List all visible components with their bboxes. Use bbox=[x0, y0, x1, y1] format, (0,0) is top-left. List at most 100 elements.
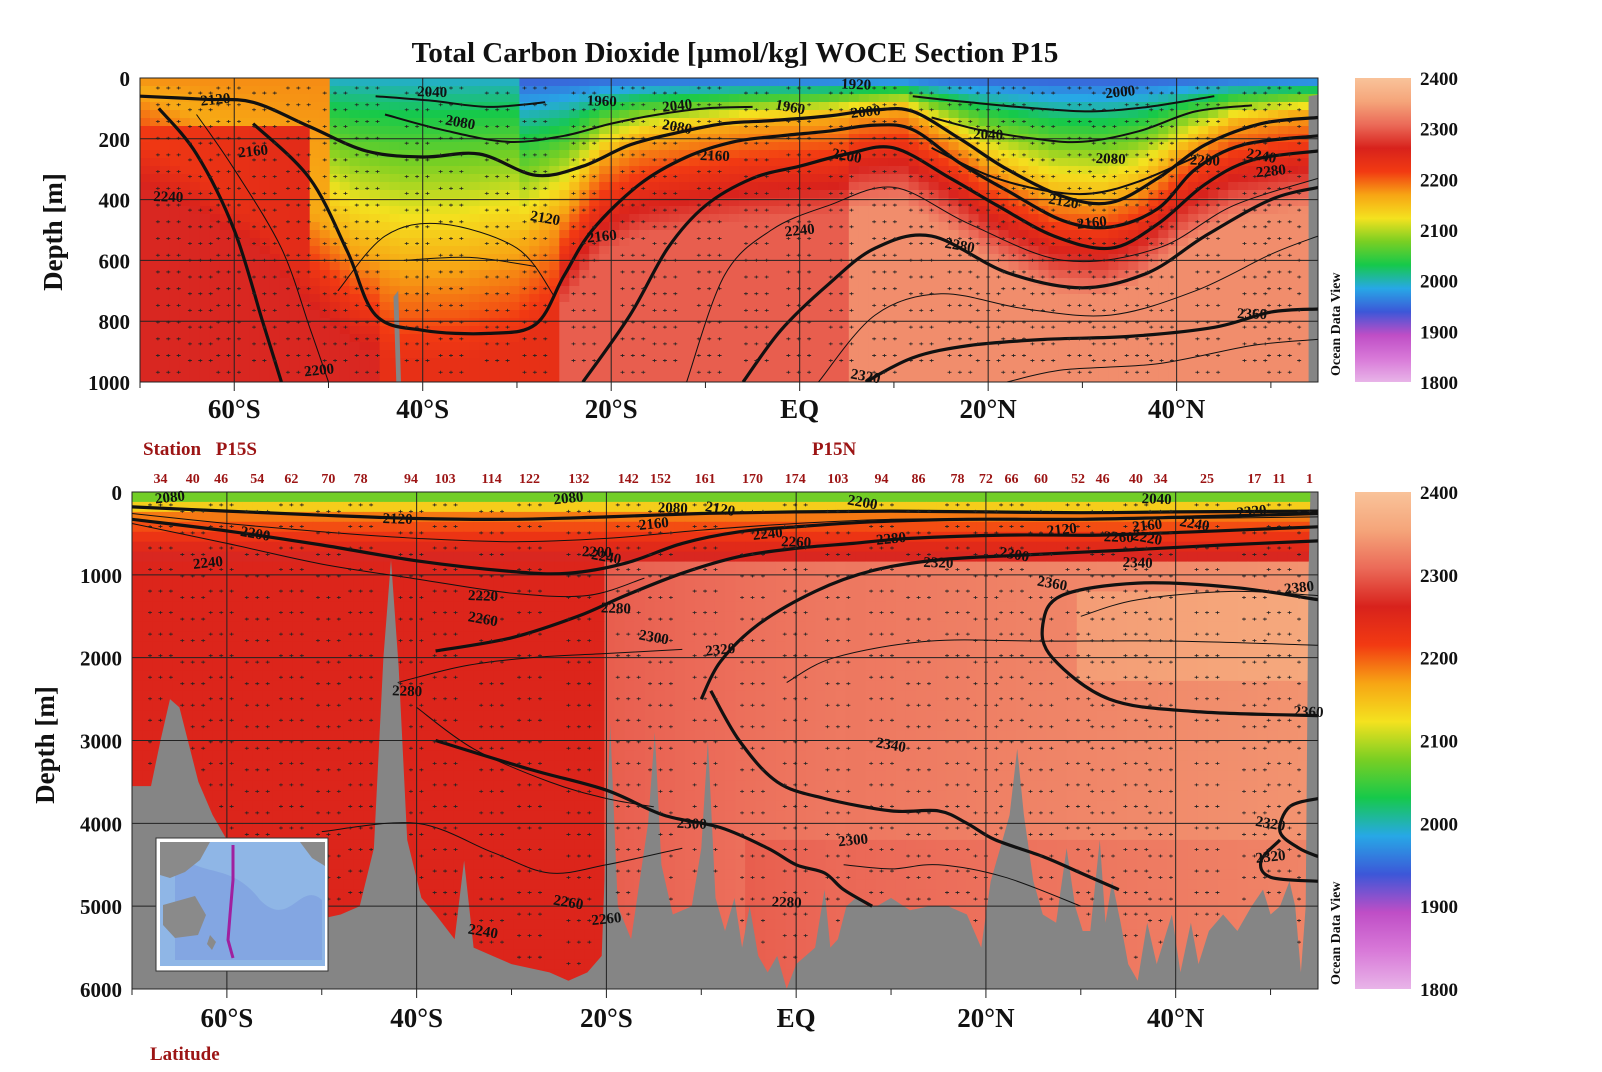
upper-fill-cell bbox=[539, 358, 550, 367]
upper-fill-cell bbox=[140, 318, 151, 327]
upper-fill-cell bbox=[359, 166, 371, 175]
upper-fill-cell bbox=[828, 78, 840, 87]
upper-fill-cell bbox=[589, 94, 600, 103]
upper-fill-cell bbox=[309, 366, 321, 375]
upper-fill-cell bbox=[219, 278, 231, 287]
upper-fill-cell bbox=[160, 262, 171, 271]
upper-fill-cell bbox=[669, 166, 680, 175]
upper-fill-cell bbox=[838, 286, 850, 295]
upper-sample-mark bbox=[425, 342, 430, 346]
upper-fill-cell bbox=[319, 318, 331, 327]
upper-fill-cell bbox=[539, 174, 550, 183]
upper-fill-cell bbox=[459, 262, 471, 271]
upper-fill-cell bbox=[1238, 174, 1249, 183]
upper-fill-cell bbox=[928, 190, 940, 199]
upper-fill-cell bbox=[1088, 310, 1099, 319]
upper-fill-cell bbox=[749, 278, 760, 287]
upper-fill-cell bbox=[319, 334, 331, 343]
upper-sample-mark bbox=[176, 86, 181, 90]
upper-fill-cell bbox=[479, 222, 490, 231]
upper-sample-mark bbox=[425, 191, 430, 195]
upper-fill-cell bbox=[629, 326, 640, 335]
upper-sample-mark bbox=[155, 287, 160, 291]
upper-fill-cell bbox=[699, 206, 710, 215]
upper-fill-cell bbox=[399, 262, 411, 271]
upper-fill-cell bbox=[1178, 94, 1189, 103]
upper-fill-cell bbox=[249, 326, 261, 335]
upper-sample-mark bbox=[216, 153, 221, 157]
upper-fill-cell bbox=[1148, 366, 1159, 375]
upper-fill-cell bbox=[888, 174, 900, 183]
upper-fill-cell bbox=[1208, 182, 1219, 191]
upper-fill-cell bbox=[1158, 102, 1169, 111]
upper-fill-cell bbox=[399, 166, 411, 175]
upper-fill-cell bbox=[279, 334, 291, 343]
upper-fill-cell bbox=[619, 302, 630, 311]
upper-fill-cell bbox=[788, 278, 800, 287]
upper-fill-cell bbox=[489, 142, 500, 151]
upper-fill-cell bbox=[449, 238, 461, 247]
upper-fill-cell bbox=[848, 342, 860, 351]
upper-fill-cell bbox=[469, 78, 480, 87]
upper-fill-cell bbox=[1188, 254, 1199, 263]
upper-fill-cell bbox=[818, 102, 830, 111]
upper-fill-cell bbox=[549, 350, 560, 359]
upper-fill-cell bbox=[399, 366, 411, 375]
upper-sample-mark bbox=[198, 275, 203, 279]
upper-fill-cell bbox=[918, 150, 930, 159]
upper-fill-cell bbox=[699, 182, 710, 191]
upper-fill-cell bbox=[559, 158, 570, 167]
upper-fill-cell bbox=[160, 222, 171, 231]
upper-fill-cell bbox=[898, 246, 910, 255]
upper-fill-cell bbox=[639, 270, 650, 279]
upper-sample-mark bbox=[226, 203, 231, 207]
upper-fill-cell bbox=[749, 150, 760, 159]
upper-fill-cell bbox=[838, 230, 850, 239]
upper-fill-cell bbox=[539, 278, 550, 287]
upper-fill-cell bbox=[449, 158, 461, 167]
upper-fill-cell bbox=[1008, 222, 1020, 231]
upper-fill-cell bbox=[1228, 310, 1239, 319]
upper-fill-cell bbox=[1238, 254, 1249, 263]
upper-fill-cell bbox=[838, 270, 850, 279]
upper-sample-mark bbox=[425, 325, 430, 329]
upper-fill-cell bbox=[958, 294, 970, 303]
upper-fill-cell bbox=[599, 190, 610, 199]
upper-fill-cell bbox=[249, 78, 261, 87]
upper-fill-cell bbox=[1278, 246, 1289, 255]
upper-fill-cell bbox=[878, 78, 890, 87]
upper-fill-cell bbox=[798, 206, 810, 215]
upper-fill-cell bbox=[219, 342, 231, 351]
upper-fill-cell bbox=[689, 198, 700, 207]
upper-fill-cell bbox=[399, 318, 411, 327]
upper-fill-cell bbox=[828, 342, 840, 351]
upper-fill-cell bbox=[589, 86, 600, 95]
upper-sample-mark bbox=[216, 186, 221, 190]
upper-sample-mark bbox=[166, 303, 171, 307]
upper-fill-cell bbox=[489, 150, 500, 159]
upper-fill-cell bbox=[1138, 286, 1149, 295]
upper-fill-cell bbox=[978, 262, 990, 271]
upper-fill-cell bbox=[349, 206, 361, 215]
upper-sample-mark bbox=[459, 203, 464, 207]
upper-fill-cell bbox=[798, 230, 810, 239]
upper-fill-cell bbox=[948, 86, 960, 95]
upper-fill-cell bbox=[808, 342, 820, 351]
upper-fill-cell bbox=[848, 294, 860, 303]
upper-fill-cell bbox=[619, 150, 630, 159]
upper-fill-cell bbox=[289, 230, 301, 239]
upper-fill-cell bbox=[1298, 118, 1309, 127]
upper-fill-cell bbox=[399, 310, 411, 319]
upper-fill-cell bbox=[519, 190, 530, 199]
upper-fill-cell bbox=[229, 118, 241, 127]
upper-fill-cell bbox=[239, 350, 251, 359]
upper-fill-cell bbox=[189, 102, 201, 111]
upper-fill-cell bbox=[1228, 254, 1239, 263]
upper-fill-cell bbox=[609, 78, 620, 87]
upper-fill-cell bbox=[1298, 350, 1309, 359]
upper-fill-cell bbox=[519, 206, 530, 215]
upper-fill-cell bbox=[669, 78, 680, 87]
upper-sample-mark bbox=[198, 141, 203, 145]
upper-fill-cell bbox=[409, 150, 421, 159]
upper-fill-cell bbox=[1168, 94, 1179, 103]
